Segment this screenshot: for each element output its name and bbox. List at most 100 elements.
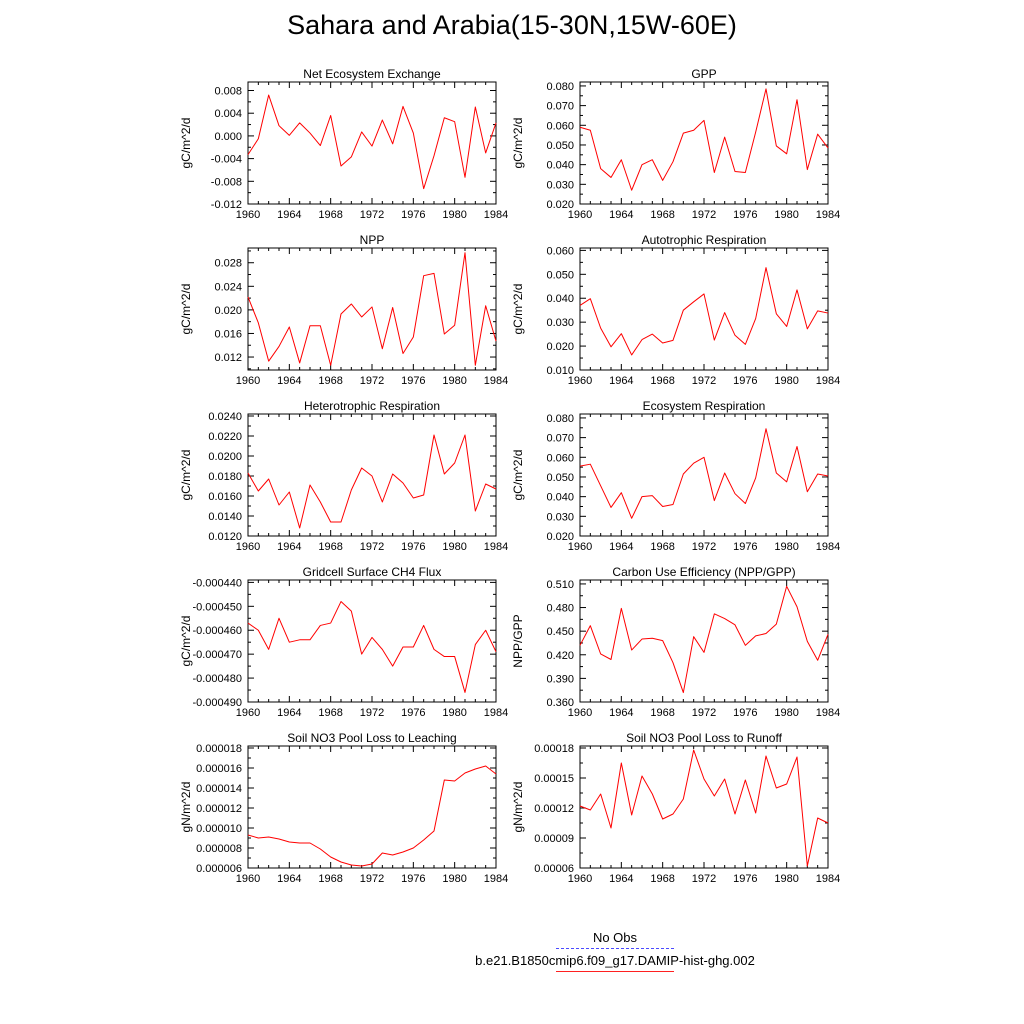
y-tick-label: 0.080 xyxy=(546,413,574,425)
y-tick-label: 0.050 xyxy=(546,140,574,152)
y-tick-label: 0.00006 xyxy=(534,863,574,875)
y-axis-label: gN/m^2/d xyxy=(179,782,193,833)
y-axis-label: gC/m^2/d xyxy=(179,450,193,501)
y-tick-label: 0.060 xyxy=(546,452,574,464)
y-tick-label: 0.000008 xyxy=(196,843,242,855)
y-tick-label: 0.080 xyxy=(546,81,574,93)
series-line xyxy=(247,94,497,190)
y-tick-label: 0.050 xyxy=(546,472,574,484)
y-axis-label: gC/m^2/d xyxy=(511,284,525,335)
y-tick-label: 0.004 xyxy=(214,108,242,120)
x-tick-label: 1968 xyxy=(318,873,342,885)
x-tick-label: 1960 xyxy=(568,541,592,553)
panel-title: Heterotrophic Respiration xyxy=(304,399,440,413)
x-tick-label: 1984 xyxy=(484,209,508,221)
y-axis-label: gC/m^2/d xyxy=(179,616,193,667)
y-tick-label: 0.000010 xyxy=(196,823,242,835)
y-tick-label: -0.004 xyxy=(211,154,242,166)
x-tick-label: 1964 xyxy=(277,873,301,885)
y-tick-label: 0.012 xyxy=(214,352,242,364)
x-tick-label: 1976 xyxy=(733,541,757,553)
x-tick-label: 1980 xyxy=(774,707,798,719)
x-tick-label: 1972 xyxy=(692,873,716,885)
plot-frame xyxy=(247,579,497,703)
x-tick-label: 1976 xyxy=(401,873,425,885)
plot-frame xyxy=(247,745,497,869)
legend-entry-no-obs: No Obs xyxy=(400,930,830,949)
x-tick-label: 1984 xyxy=(816,541,840,553)
x-tick-label: 1984 xyxy=(816,209,840,221)
y-tick-label: 0.028 xyxy=(214,258,242,270)
panel-4: Heterotrophic Respiration gC/m^2/d 1960 196… xyxy=(179,399,508,553)
y-tick-label: 0.510 xyxy=(546,579,574,591)
plot-frame xyxy=(579,745,829,869)
y-tick-label: 0.030 xyxy=(546,179,574,191)
panel-1: GPP gC/m^2/d 1960 1964 1968 1972 1976 1980 1984 0… xyxy=(511,67,840,221)
y-tick-label: 0.450 xyxy=(546,626,574,638)
x-tick-label: 1968 xyxy=(318,541,342,553)
x-tick-label: 1980 xyxy=(442,375,466,387)
x-tick-label: 1984 xyxy=(816,375,840,387)
x-tick-label: 1960 xyxy=(236,541,260,553)
y-tick-label: 0.030 xyxy=(546,511,574,523)
x-tick-label: 1964 xyxy=(609,873,633,885)
y-tick-label: 0.050 xyxy=(546,269,574,281)
x-tick-label: 1964 xyxy=(609,209,633,221)
y-tick-label: 0.000018 xyxy=(196,743,242,755)
x-tick-label: 1976 xyxy=(733,375,757,387)
y-tick-label: 0.024 xyxy=(214,281,242,293)
y-tick-label: 0.0240 xyxy=(208,411,242,423)
y-tick-label: -0.008 xyxy=(211,176,242,188)
x-tick-label: 1972 xyxy=(692,707,716,719)
panel-title: Gridcell Surface CH4 Flux xyxy=(303,565,442,579)
y-tick-label: 0.020 xyxy=(214,305,242,317)
plot-frame xyxy=(579,81,829,205)
plot-frame xyxy=(579,247,829,371)
panel-title: Ecosystem Respiration xyxy=(643,399,766,413)
y-tick-label: -0.000450 xyxy=(192,601,242,613)
panel-title: GPP xyxy=(691,67,716,81)
x-tick-label: 1980 xyxy=(774,541,798,553)
y-tick-label: -0.000490 xyxy=(192,697,242,709)
x-tick-label: 1980 xyxy=(442,541,466,553)
x-tick-label: 1984 xyxy=(484,541,508,553)
x-tick-label: 1964 xyxy=(277,707,301,719)
y-tick-label: 0.0120 xyxy=(208,531,242,543)
panel-title: NPP xyxy=(360,233,385,247)
x-tick-label: 1968 xyxy=(650,873,674,885)
legend-label: No Obs xyxy=(592,930,638,945)
panel-5: Ecosystem Respiration gC/m^2/d 1960 1964 196… xyxy=(511,399,840,553)
figure-title: Sahara and Arabia(15-30N,15W-60E) xyxy=(287,10,737,40)
x-tick-label: 1984 xyxy=(484,375,508,387)
y-tick-label: 0.0200 xyxy=(208,451,242,463)
y-axis-label: gC/m^2/d xyxy=(179,118,193,169)
panel-title: Carbon Use Efficiency (NPP/GPP) xyxy=(612,565,795,579)
y-tick-label: 0.00009 xyxy=(534,833,574,845)
x-tick-label: 1972 xyxy=(360,707,384,719)
legend-solid-line xyxy=(556,971,674,972)
y-axis-label: gN/m^2/d xyxy=(511,782,525,833)
y-tick-label: 0.040 xyxy=(546,160,574,172)
y-axis-label: gC/m^2/d xyxy=(511,118,525,169)
legend-entry-model: b.e21.B1850cmip6.f09_g17.DAMIP-hist-ghg.… xyxy=(400,953,830,972)
x-tick-label: 1972 xyxy=(360,873,384,885)
y-tick-label: 0.390 xyxy=(546,673,574,685)
x-tick-label: 1964 xyxy=(609,375,633,387)
x-tick-label: 1972 xyxy=(692,209,716,221)
y-tick-label: 0.060 xyxy=(546,245,574,257)
x-tick-label: 1976 xyxy=(401,707,425,719)
x-tick-label: 1980 xyxy=(442,707,466,719)
y-tick-label: 0.030 xyxy=(546,317,574,329)
x-tick-label: 1980 xyxy=(774,873,798,885)
x-tick-label: 1984 xyxy=(816,707,840,719)
y-tick-label: 0.000 xyxy=(214,131,242,143)
series-line xyxy=(579,428,829,519)
y-tick-label: 0.016 xyxy=(214,328,242,340)
y-tick-label: 0.00018 xyxy=(534,743,574,755)
x-tick-label: 1980 xyxy=(442,873,466,885)
panel-8: Soil NO3 Pool Loss to Leaching gN/m^2/d 19… xyxy=(179,731,508,885)
panel-7: Carbon Use Efficiency (NPP/GPP) NPP/GPP 19… xyxy=(511,565,840,719)
panel-3: Autotrophic Respiration gC/m^2/d 1960 1964 1… xyxy=(511,233,840,387)
x-tick-label: 1964 xyxy=(277,541,301,553)
